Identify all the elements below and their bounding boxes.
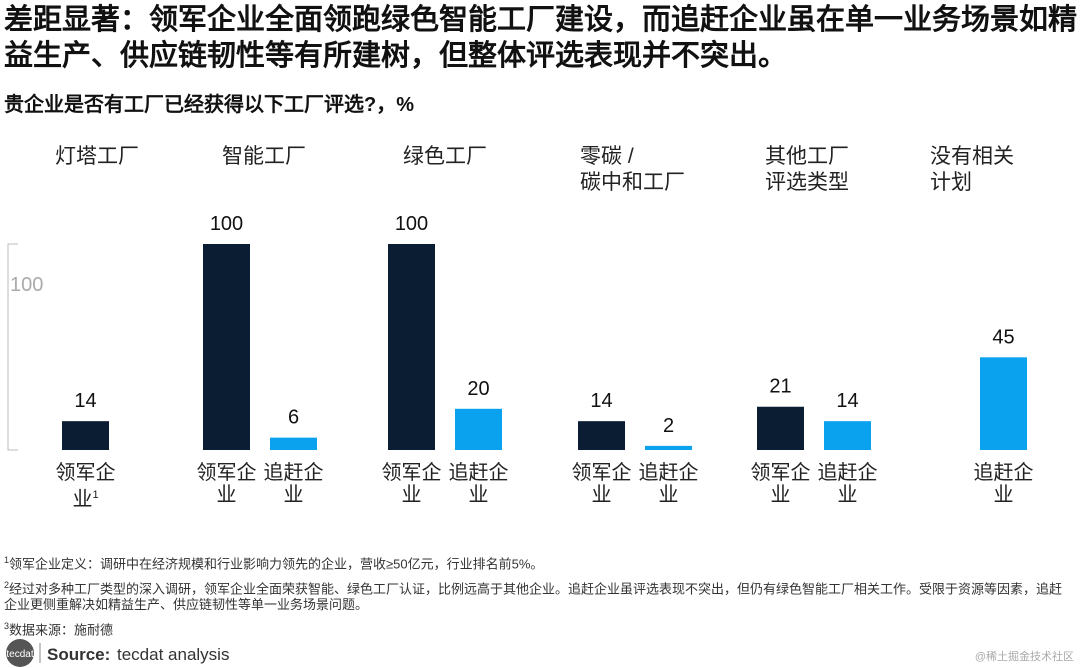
footnote: 3数据来源：施耐德	[4, 618, 1074, 638]
logo-mark	[6, 639, 34, 667]
bar-label: 追赶企业	[639, 462, 699, 506]
series-name: 追赶企业	[638, 462, 699, 506]
series-name: 领军企业	[571, 462, 632, 506]
bar	[203, 244, 250, 450]
series-name: 领军企业	[381, 462, 442, 506]
bar	[455, 408, 502, 450]
bar	[824, 421, 871, 450]
source-label: Source:	[47, 645, 110, 664]
bar-label: 领军企业	[382, 462, 442, 506]
scale-label: 100	[10, 274, 43, 296]
bar-label: 领军企业	[572, 462, 632, 506]
category-label: 智能工厂	[222, 145, 306, 168]
bar-label: 追赶企业	[264, 462, 324, 506]
value-label: 45	[992, 326, 1014, 348]
value-label: 20	[467, 378, 489, 400]
series-name: 领军企业	[55, 462, 116, 511]
series-name: 领军企业	[196, 462, 257, 506]
series-name: 追赶企业	[973, 462, 1034, 506]
value-label: 2	[663, 415, 674, 437]
series-name: 追赶企业	[263, 462, 324, 506]
footnote-marker: 3	[4, 621, 10, 631]
value-label: 14	[836, 390, 858, 412]
bar	[62, 421, 109, 450]
bar-label: 追赶企业	[974, 462, 1034, 506]
logo: tecdat	[6, 649, 33, 660]
category-label: 其他工厂 评选类型	[765, 145, 849, 194]
series-name: 追赶企业	[817, 462, 878, 506]
bar	[578, 421, 625, 450]
value-label: 14	[590, 390, 612, 412]
watermark: @稀土掘金技术社区	[975, 649, 1074, 663]
chart-subtitle: 贵企业是否有工厂已经获得以下工厂评选?，%	[4, 94, 414, 116]
footnote-text: 数据来源：施耐德	[9, 622, 114, 638]
bar	[270, 437, 317, 450]
footnote-text: 领军企业定义：调研中在经济规模和行业影响力领先的企业，营收≥50亿元，行业排名前…	[9, 556, 544, 572]
category-label: 没有相关 计划	[930, 145, 1014, 194]
value-label: 14	[74, 390, 96, 412]
bar-label: 领军企业1	[56, 462, 116, 511]
category-label: 灯塔工厂	[55, 145, 139, 168]
footnote-marker: 2	[4, 580, 10, 590]
footnote-marker: 1	[92, 489, 99, 501]
footnote-marker: 1	[4, 555, 10, 565]
bar-label: 领军企业	[751, 462, 811, 506]
bar-label: 领军企业	[197, 462, 257, 506]
scale-bracket	[7, 243, 18, 451]
chart-title: 差距显著：领军企业全面领跑绿色智能工厂建设，而追赶企业虽在单一业务场景如精益生产…	[4, 4, 1078, 72]
footnote: 2经过对多种工厂类型的深入调研，领军企业全面荣获智能、绿色工厂认证，比例远高于其…	[4, 577, 1074, 613]
value-label: 6	[288, 407, 299, 429]
value-label: 100	[395, 213, 428, 235]
bar	[757, 406, 804, 450]
bar	[388, 244, 435, 450]
value-label: 21	[769, 376, 791, 398]
series-name: 领军企业	[750, 462, 811, 506]
bar	[980, 357, 1027, 450]
category-label: 绿色工厂	[403, 145, 487, 168]
footnote: 1领军企业定义：调研中在经济规模和行业影响力领先的企业，营收≥50亿元，行业排名…	[4, 552, 1074, 572]
value-label: 100	[210, 213, 243, 235]
bar-label: 追赶企业	[818, 462, 878, 506]
category-label: 零碳 / 碳中和工厂	[580, 145, 685, 194]
bar	[645, 445, 692, 450]
source: tecdat analysis	[117, 645, 229, 664]
bar-label: 追赶企业	[449, 462, 509, 506]
series-name: 追赶企业	[448, 462, 509, 506]
footnote-text: 经过对多种工厂类型的深入调研，领军企业全面荣获智能、绿色工厂认证，比例远高于其他…	[4, 581, 1063, 613]
